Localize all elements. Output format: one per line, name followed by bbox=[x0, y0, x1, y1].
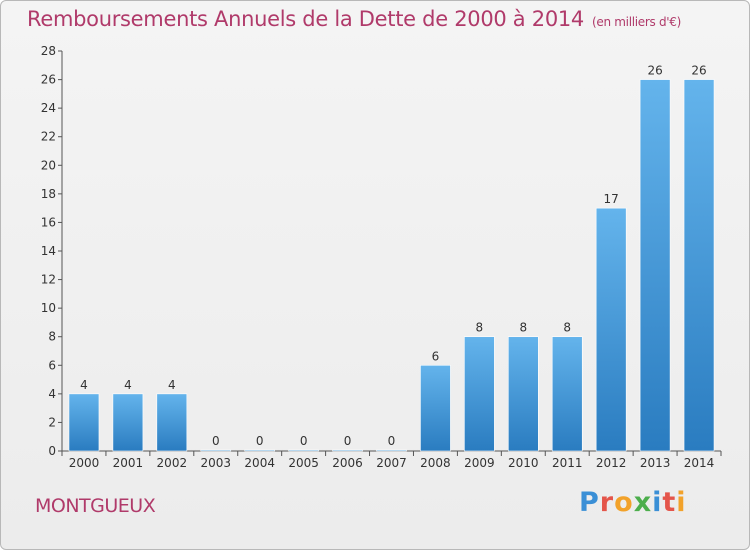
proxiti-logo: Proxiti bbox=[579, 487, 687, 518]
data-label-2002: 4 bbox=[168, 378, 176, 392]
data-label-2012: 17 bbox=[604, 192, 619, 206]
logo-letter: i bbox=[676, 487, 687, 518]
data-label-2014: 26 bbox=[691, 64, 706, 78]
bar-2010 bbox=[507, 336, 539, 452]
x-tick-label-2008: 2008 bbox=[420, 456, 451, 470]
bar-2001 bbox=[112, 393, 144, 452]
data-label-2006: 0 bbox=[344, 434, 352, 448]
bar-2011 bbox=[551, 336, 583, 452]
chart-subtitle: (en milliers d'€) bbox=[592, 15, 682, 29]
y-tick-label: 26 bbox=[41, 73, 56, 87]
x-tick-label-2005: 2005 bbox=[288, 456, 319, 470]
bar-2004 bbox=[244, 449, 275, 452]
x-tick-label-2009: 2009 bbox=[464, 456, 495, 470]
bar-2008 bbox=[420, 364, 451, 452]
data-label-2000: 4 bbox=[80, 378, 88, 392]
data-label-2007: 0 bbox=[388, 434, 396, 448]
chart-title-text: Remboursements Annuels de la Dette de 20… bbox=[27, 7, 584, 31]
y-tick-label: 28 bbox=[41, 44, 56, 58]
bar-2014 bbox=[683, 79, 715, 452]
y-tick-label: 0 bbox=[48, 444, 56, 458]
y-tick-label: 22 bbox=[41, 130, 56, 144]
commune-name: MONTGUEUX bbox=[35, 495, 156, 517]
bar-2012 bbox=[595, 207, 627, 452]
x-tick-label-2007: 2007 bbox=[376, 456, 407, 470]
x-tick-label-2012: 2012 bbox=[596, 456, 627, 470]
x-tick-label-2002: 2002 bbox=[157, 456, 188, 470]
x-tick-label-2011: 2011 bbox=[552, 456, 583, 470]
bar-2013 bbox=[639, 79, 671, 452]
x-tick-label-2003: 2003 bbox=[200, 456, 231, 470]
data-label-2009: 8 bbox=[476, 321, 484, 335]
logo-letter: o bbox=[614, 487, 634, 518]
y-tick-label: 10 bbox=[41, 301, 56, 315]
data-label-2008: 6 bbox=[432, 349, 440, 363]
x-tick-label-2010: 2010 bbox=[508, 456, 539, 470]
data-label-2004: 0 bbox=[256, 434, 264, 448]
logo-letter: t bbox=[662, 487, 677, 518]
logo-letter: r bbox=[599, 487, 615, 518]
bar-2000 bbox=[68, 393, 100, 452]
y-tick-label: 8 bbox=[48, 330, 56, 344]
x-tick-label-2004: 2004 bbox=[244, 456, 275, 470]
y-tick-label: 6 bbox=[48, 358, 56, 372]
bar-2002 bbox=[156, 393, 188, 452]
y-tick-label: 2 bbox=[48, 415, 56, 429]
bar-2007 bbox=[376, 449, 407, 452]
y-tick-label: 14 bbox=[41, 244, 56, 258]
bar-2006 bbox=[332, 449, 363, 452]
y-tick-label: 24 bbox=[41, 101, 56, 115]
y-tick-label: 20 bbox=[41, 158, 56, 172]
bar-2005 bbox=[288, 449, 319, 452]
data-label-2011: 8 bbox=[563, 321, 571, 335]
bar-2009 bbox=[464, 336, 495, 452]
logo-letter: i bbox=[652, 487, 663, 518]
data-label-2003: 0 bbox=[212, 434, 220, 448]
x-tick-label-2014: 2014 bbox=[684, 456, 715, 470]
data-label-2013: 26 bbox=[647, 64, 662, 78]
y-tick-label: 16 bbox=[41, 215, 56, 229]
chart-title: Remboursements Annuels de la Dette de 20… bbox=[27, 7, 681, 31]
x-tick-label-2006: 2006 bbox=[332, 456, 363, 470]
y-tick-label: 12 bbox=[41, 273, 56, 287]
x-tick-label-2000: 2000 bbox=[69, 456, 100, 470]
x-tick-label-2013: 2013 bbox=[640, 456, 671, 470]
data-label-2005: 0 bbox=[300, 434, 308, 448]
data-label-2010: 8 bbox=[519, 321, 527, 335]
y-tick-label: 18 bbox=[41, 187, 56, 201]
logo-letter: x bbox=[633, 487, 653, 518]
y-tick-label: 4 bbox=[48, 387, 56, 401]
x-tick-label-2001: 2001 bbox=[113, 456, 144, 470]
bar-2003 bbox=[200, 449, 232, 452]
data-label-2001: 4 bbox=[124, 378, 132, 392]
logo-letter: P bbox=[579, 487, 600, 518]
